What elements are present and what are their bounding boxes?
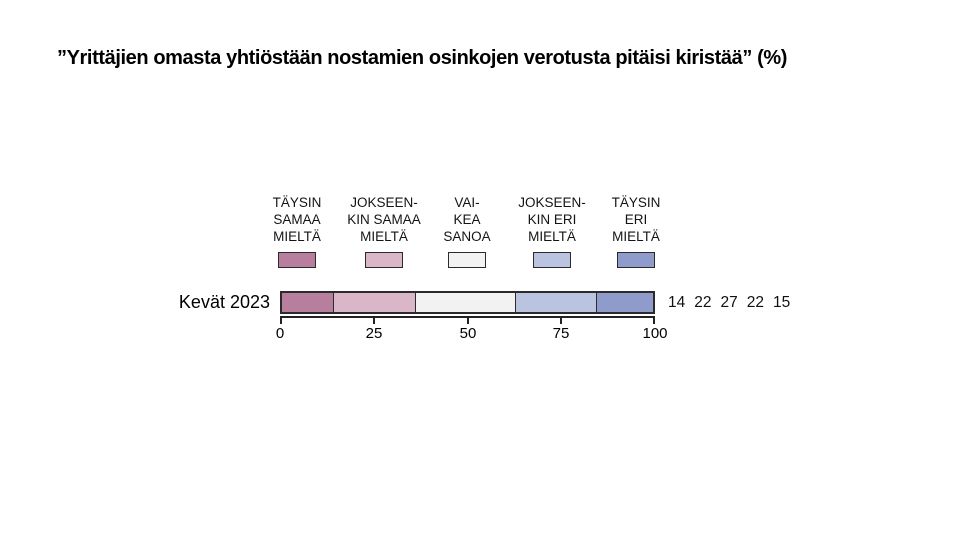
legend-item-jokseenkin-samaa-mielta: JOKSEEN- KIN SAMAA MIELTÄ <box>329 194 439 273</box>
x-axis-tick-label: 75 <box>552 325 570 342</box>
legend-item-jokseenkin-eri-mielta: JOKSEEN- KIN ERI MIELTÄ <box>497 194 607 273</box>
x-axis-tick-label: 0 <box>275 325 285 342</box>
value-label: 15 <box>773 294 791 311</box>
legend-label: JOKSEEN- KIN SAMAA MIELTÄ <box>347 195 421 244</box>
x-axis-tick <box>372 318 375 324</box>
x-axis <box>280 316 655 325</box>
legend-swatch <box>533 252 571 268</box>
bar-segment-taysin-samaa-mielta <box>282 293 334 312</box>
row-label-kevat-2023: Kevät 2023 <box>178 292 270 312</box>
chart-title: ”Yrittäjien omasta yhtiöstään nostamien … <box>57 47 788 69</box>
x-axis-tick <box>653 318 655 324</box>
bar-segment-vaikea-sanoa <box>415 293 516 312</box>
value-labels: 14 22 27 22 15 <box>668 294 790 312</box>
legend-label: VAI- KEA SANOA <box>443 195 491 244</box>
value-label: 22 <box>746 294 764 311</box>
value-label: 27 <box>720 294 738 311</box>
x-axis-tick-label: 50 <box>459 325 477 342</box>
x-axis-tick-label: 100 <box>642 325 668 342</box>
x-axis-tick-label: 25 <box>365 325 383 342</box>
bar-segment-jokseenkin-eri-mielta <box>515 293 598 312</box>
legend-label: TÄYSIN ERI MIELTÄ <box>611 195 661 244</box>
legend-swatch <box>617 252 655 268</box>
legend-swatch <box>278 252 316 268</box>
stacked-bar <box>280 291 655 314</box>
legend-label: TÄYSIN SAMAA MIELTÄ <box>272 195 322 244</box>
x-axis-tick <box>466 318 469 324</box>
x-axis-tick <box>280 318 282 324</box>
bar-segment-jokseenkin-samaa-mielta <box>333 293 416 312</box>
legend-item-vaikea-sanoa: VAI- KEA SANOA <box>412 194 522 273</box>
legend-swatch <box>365 252 403 268</box>
legend-label: JOKSEEN- KIN ERI MIELTÄ <box>518 195 586 244</box>
legend-item-taysin-samaa-mielta: TÄYSIN SAMAA MIELTÄ <box>242 194 352 273</box>
value-label: 22 <box>694 294 712 311</box>
bar-segment-taysin-eri-mielta <box>597 293 653 312</box>
value-label: 14 <box>668 294 686 311</box>
x-axis-tick <box>560 318 563 324</box>
legend-swatch <box>448 252 486 268</box>
legend-item-taysin-eri-mielta: TÄYSIN ERI MIELTÄ <box>581 194 691 273</box>
